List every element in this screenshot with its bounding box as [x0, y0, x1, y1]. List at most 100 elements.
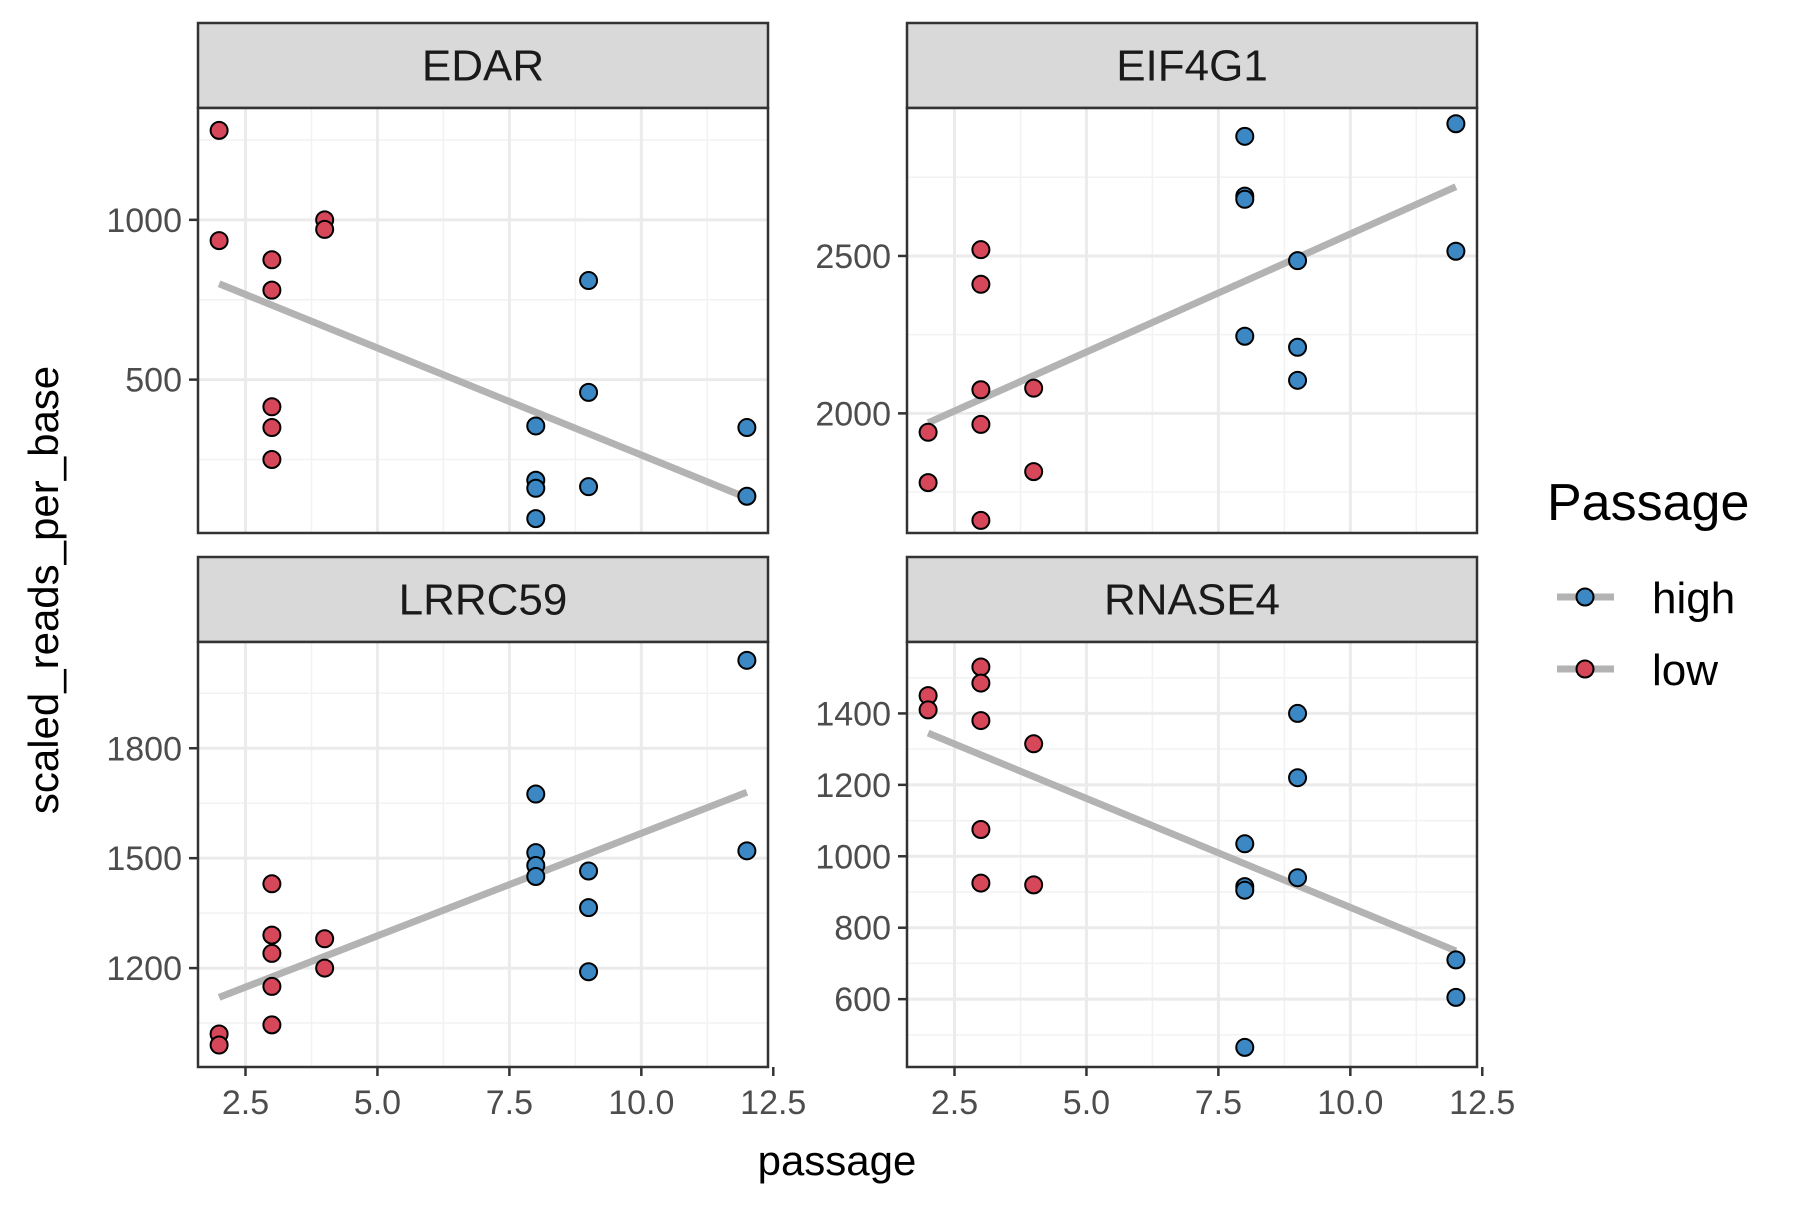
point-high [1446, 241, 1466, 261]
panel-background [907, 642, 1477, 1067]
panel-lrrc59: LRRC59 1200 1500 1800 2.5 5.0 7.5 10.0 12.5 [106, 555, 806, 1122]
point-low [315, 929, 335, 949]
panel-background [198, 108, 768, 533]
y-tick-label: 800 [834, 910, 891, 948]
facet-title: EDAR [422, 42, 544, 91]
point-high [1288, 868, 1308, 888]
legend-key-point [1575, 659, 1595, 679]
point-high [737, 650, 757, 670]
x-tick-label: 12.5 [1449, 1084, 1515, 1122]
facet-title: EIF4G1 [1116, 42, 1268, 91]
panel-border [196, 106, 770, 535]
x-tick-label: 2.5 [222, 1084, 269, 1122]
y-tick-label: 1200 [106, 950, 182, 988]
point-high [526, 478, 546, 498]
legend-title: Passage [1547, 474, 1749, 532]
point-low [315, 219, 335, 239]
point-low [1024, 462, 1044, 482]
point-low [262, 418, 282, 438]
trend-line [926, 729, 1458, 955]
point-low [918, 422, 938, 442]
point-high [526, 509, 546, 529]
y-tick-label: 600 [834, 981, 891, 1019]
point-high [1235, 880, 1255, 900]
point-low [262, 874, 282, 894]
y-tick-label: 1800 [106, 730, 182, 768]
panel-eif4g1: EIF4G1 2000 2500 [815, 21, 1479, 535]
point-high [579, 271, 599, 291]
trend-line [217, 280, 749, 502]
point-low [971, 414, 991, 434]
point-high [1288, 370, 1308, 390]
panels-layer: EDAR 500 1000 EIF4G1 2000 2500 LRRC59 1200 1500 1… [106, 21, 1515, 1122]
point-low [262, 250, 282, 270]
point-high [1288, 703, 1308, 723]
y-axis-title: scaled_reads_per_base [20, 366, 67, 814]
y-tick-label: 2500 [815, 238, 891, 276]
point-high [526, 866, 546, 886]
point-low [1024, 378, 1044, 398]
legend-label: low [1652, 646, 1718, 695]
x-tick-label: 5.0 [1063, 1084, 1110, 1122]
point-low [918, 473, 938, 493]
legend-entry-high: high [1557, 574, 1735, 623]
x-tick-label: 2.5 [931, 1084, 978, 1122]
point-low [262, 925, 282, 945]
y-tick-label: 500 [125, 362, 182, 400]
panel-border [905, 640, 1479, 1069]
panel-border [196, 640, 770, 1069]
point-low [971, 673, 991, 693]
y-tick-label: 1200 [815, 767, 891, 805]
point-low [971, 711, 991, 731]
point-low [262, 397, 282, 417]
point-high [1288, 337, 1308, 357]
point-low [971, 510, 991, 530]
point-low [209, 120, 229, 140]
point-low [918, 700, 938, 720]
x-tick-label: 10.0 [608, 1084, 674, 1122]
point-low [262, 450, 282, 470]
point-high [1446, 114, 1466, 134]
panel-rnase4: RNASE4 600 800 1000 1200 1400 2.5 5.0 7.5 10.0 12.… [815, 555, 1515, 1122]
x-tick-label: 7.5 [486, 1084, 533, 1122]
trend-line [926, 183, 1458, 427]
point-low [971, 820, 991, 839]
point-high [1288, 251, 1308, 271]
point-high [526, 784, 546, 804]
point-low [971, 274, 991, 294]
point-low [315, 958, 335, 978]
point-high [579, 962, 599, 982]
facet-strip [905, 21, 1479, 110]
trend-line [217, 788, 749, 1001]
point-low [262, 280, 282, 300]
panel-edar: EDAR 500 1000 [106, 21, 770, 535]
x-tick-label: 7.5 [1195, 1084, 1242, 1122]
legend-label: high [1652, 574, 1735, 623]
point-high [1235, 189, 1255, 209]
facet-strip [196, 555, 770, 644]
point-high [1446, 950, 1466, 970]
point-low [209, 231, 229, 251]
point-high [737, 418, 757, 438]
facet-strip [905, 555, 1479, 644]
point-high [1288, 768, 1308, 788]
point-high [1446, 987, 1466, 1007]
point-high [737, 841, 757, 861]
legend: Passage high low [1547, 474, 1749, 695]
x-tick-label: 10.0 [1317, 1084, 1383, 1122]
point-high [1235, 834, 1255, 854]
point-high [579, 477, 599, 497]
legend-key-point [1575, 587, 1595, 607]
panel-border [905, 106, 1479, 535]
point-high [579, 861, 599, 881]
facet-title: RNASE4 [1104, 576, 1280, 625]
legend-entry-low: low [1557, 646, 1718, 695]
point-low [262, 1015, 282, 1035]
panel-background [907, 108, 1477, 533]
point-high [526, 416, 546, 436]
panel-background [198, 642, 768, 1067]
facet-title: LRRC59 [399, 576, 568, 625]
point-low [971, 240, 991, 260]
